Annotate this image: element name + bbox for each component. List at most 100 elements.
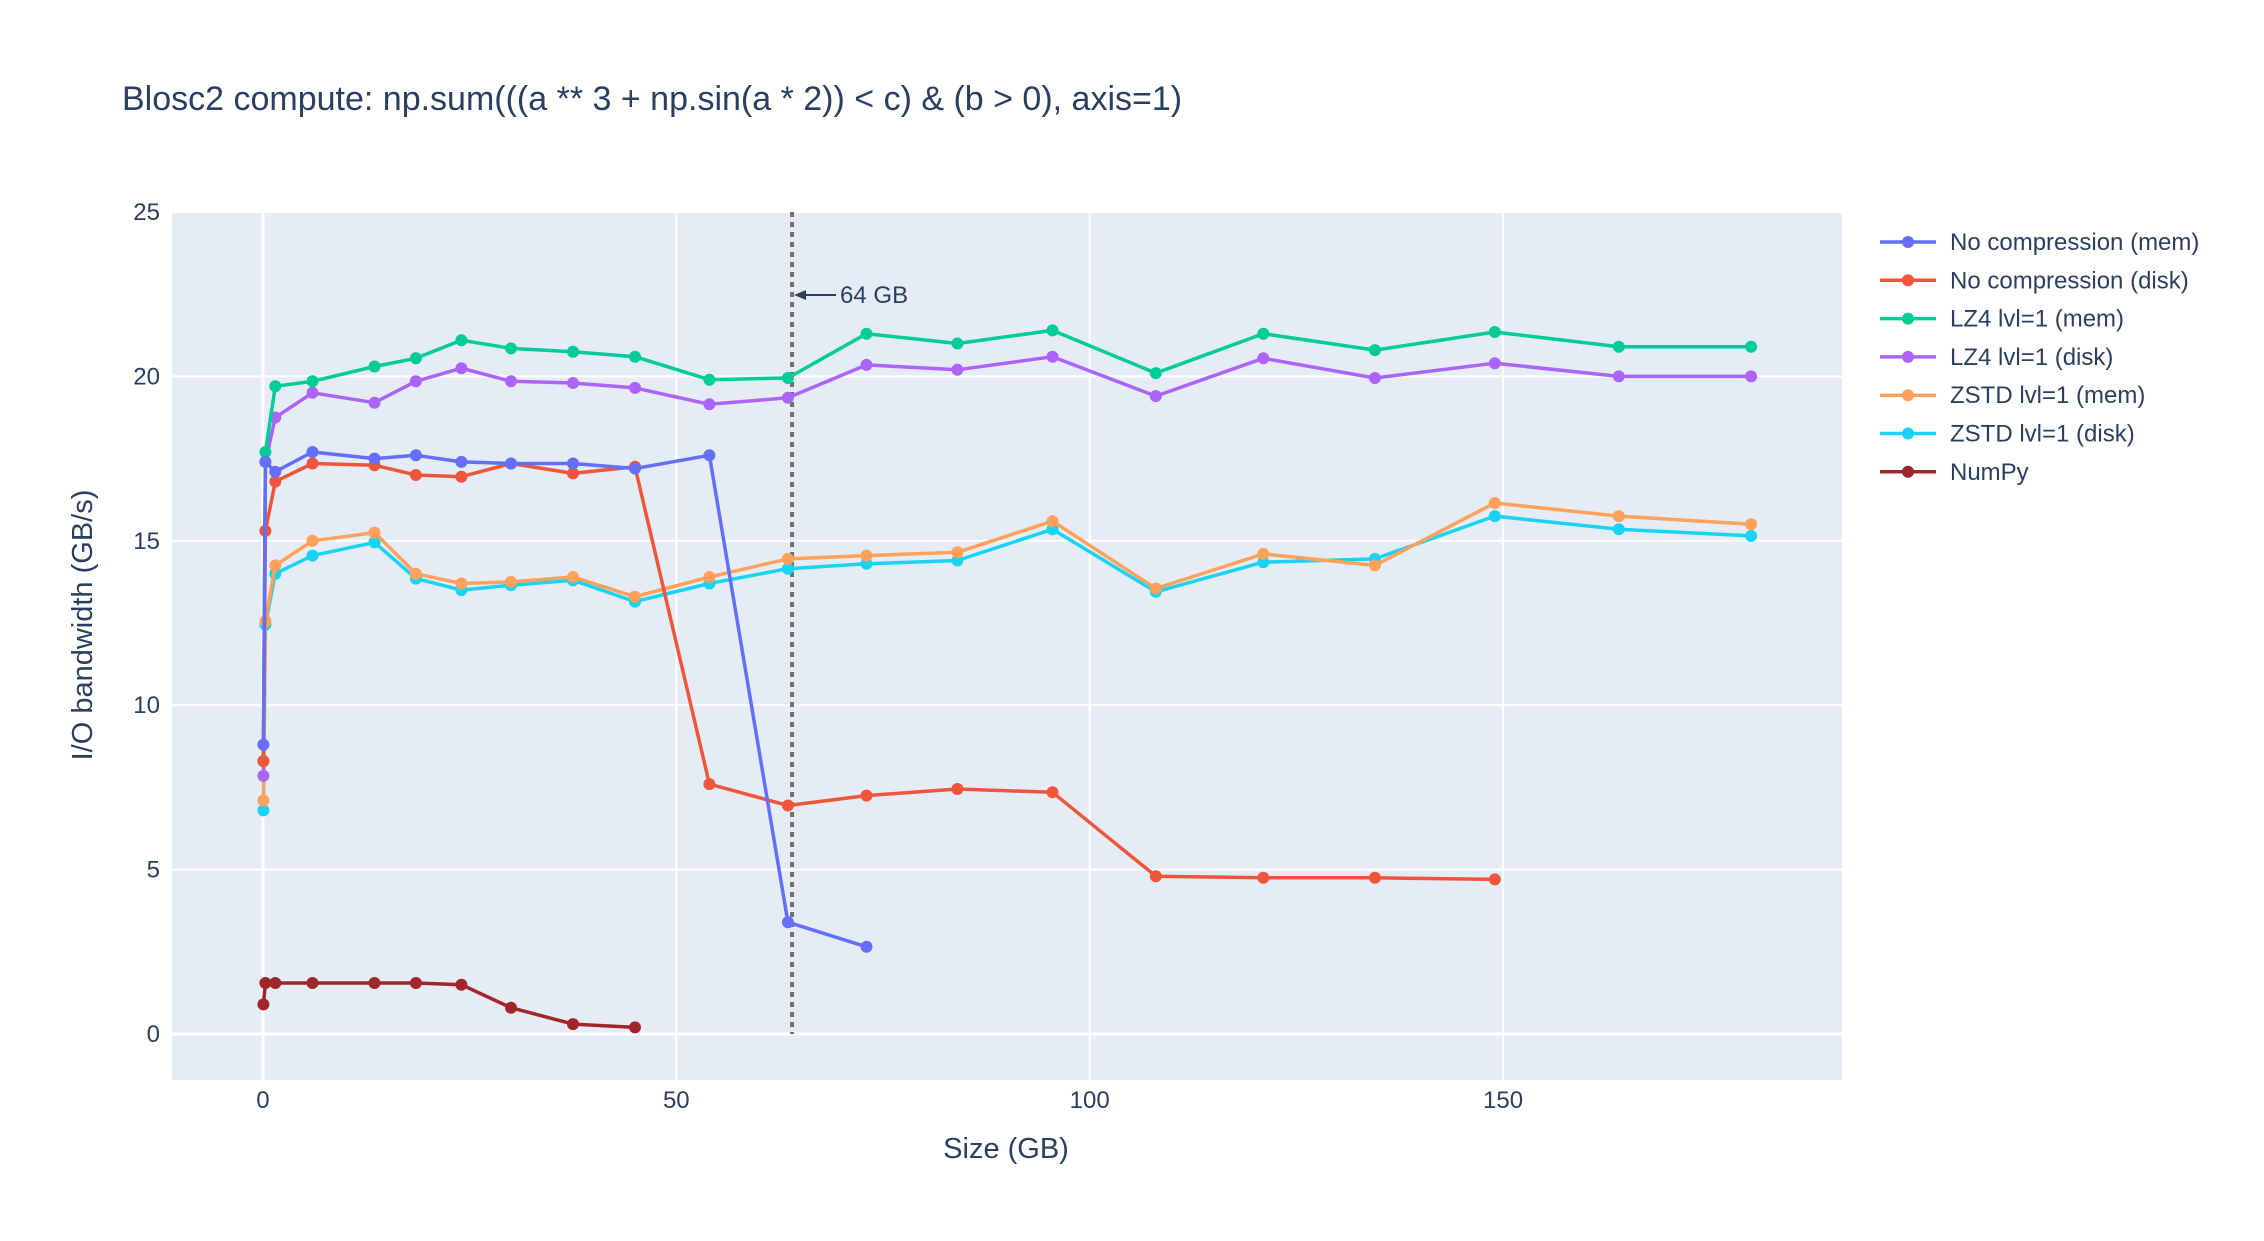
- data-point: [1612, 523, 1625, 536]
- series-layer: [257, 324, 1758, 1034]
- legend-item[interactable]: ZSTD lvl=1 (disk): [1880, 421, 2135, 448]
- data-point: [781, 391, 794, 404]
- data-point: [1488, 873, 1501, 886]
- data-point: [505, 457, 517, 470]
- annotation-label: 64 GB: [840, 282, 908, 309]
- data-point: [1612, 370, 1625, 383]
- data-point: [1745, 370, 1758, 383]
- data-point: [306, 977, 319, 989]
- data-point: [629, 381, 641, 394]
- data-point: [259, 977, 272, 989]
- x-axis-label: Size (GB): [943, 1133, 1069, 1165]
- data-point: [781, 372, 794, 384]
- data-point: [703, 571, 716, 583]
- data-point: [409, 449, 422, 462]
- data-point: [368, 526, 381, 539]
- data-point: [860, 549, 873, 562]
- data-point: [505, 375, 517, 388]
- data-point: [567, 467, 579, 480]
- data-point: [860, 327, 873, 340]
- series-zstd-lvl-1-mem: [257, 497, 1758, 807]
- legend-swatch-marker: [1902, 389, 1914, 402]
- legend-label: No compression (mem): [1950, 229, 2199, 256]
- data-point: [1046, 515, 1059, 528]
- data-point: [257, 794, 270, 807]
- data-point: [781, 916, 794, 929]
- data-point: [455, 455, 468, 468]
- data-point: [455, 577, 468, 590]
- data-point: [257, 738, 270, 751]
- legend-item[interactable]: No compression (disk): [1880, 267, 2189, 294]
- legend-swatch-marker: [1902, 274, 1914, 287]
- data-point: [306, 549, 319, 562]
- legend-item[interactable]: NumPy: [1880, 459, 2029, 486]
- annotation-64gb: 64 GB: [794, 282, 908, 309]
- data-point: [269, 475, 282, 488]
- data-point: [1149, 870, 1162, 883]
- data-point: [1046, 523, 1059, 536]
- data-point: [269, 977, 282, 989]
- data-point: [860, 940, 873, 953]
- y-tick-label: 15: [133, 528, 160, 555]
- legend-label: LZ4 lvl=1 (mem): [1950, 306, 2124, 333]
- data-point: [306, 446, 319, 458]
- data-point: [1368, 871, 1381, 884]
- data-point: [409, 469, 422, 481]
- legend-swatch-marker: [1902, 465, 1914, 478]
- y-tick-label: 5: [147, 857, 160, 884]
- legend-item[interactable]: ZSTD lvl=1 (mem): [1880, 382, 2145, 409]
- x-tick-label: 150: [1483, 1087, 1523, 1114]
- data-point: [1488, 357, 1501, 370]
- data-point: [257, 755, 270, 768]
- legend-item[interactable]: LZ4 lvl=1 (mem): [1880, 306, 2124, 333]
- y-tick-label: 20: [133, 363, 160, 390]
- legend-label: ZSTD lvl=1 (disk): [1950, 421, 2135, 448]
- data-point: [259, 455, 272, 468]
- data-point: [567, 1018, 579, 1031]
- data-point: [306, 534, 319, 547]
- data-point: [368, 977, 381, 989]
- data-point: [860, 789, 873, 802]
- x-tick-label: 50: [663, 1087, 690, 1114]
- legend-item[interactable]: LZ4 lvl=1 (disk): [1880, 344, 2113, 371]
- gridlines: [172, 211, 1842, 1080]
- data-point: [1046, 350, 1059, 363]
- data-point: [1488, 326, 1501, 338]
- legend-item[interactable]: No compression (mem): [1880, 229, 2199, 256]
- data-point: [269, 380, 282, 393]
- data-point: [368, 452, 381, 465]
- data-point: [629, 350, 641, 363]
- data-point: [505, 342, 517, 355]
- data-point: [306, 386, 319, 399]
- data-point: [306, 457, 319, 470]
- data-point: [860, 358, 873, 371]
- data-point: [409, 567, 422, 580]
- data-point: [455, 978, 468, 991]
- data-point: [505, 575, 517, 588]
- data-point: [455, 470, 468, 483]
- data-point: [1488, 497, 1501, 509]
- data-point: [409, 352, 422, 365]
- legend-label: ZSTD lvl=1 (mem): [1950, 382, 2145, 409]
- data-point: [951, 783, 964, 795]
- data-point: [629, 462, 641, 475]
- data-point: [1368, 372, 1381, 384]
- legend-label: LZ4 lvl=1 (disk): [1950, 344, 2113, 371]
- data-point: [1149, 390, 1162, 403]
- tick-labels: 0 50 100 150 0 5 10 15 20 25: [133, 199, 1523, 1114]
- data-point: [703, 778, 716, 791]
- data-point: [409, 375, 422, 388]
- legend-swatch-marker: [1902, 427, 1914, 440]
- data-point: [368, 536, 381, 549]
- data-point: [951, 554, 964, 567]
- y-axis-label: I/O bandwidth (GB/s): [67, 490, 99, 761]
- data-point: [951, 546, 964, 559]
- series-lz4-lvl-1-disk: [257, 350, 1758, 782]
- data-point: [1257, 352, 1270, 365]
- legend[interactable]: No compression (mem) No compression (disk…: [1880, 229, 2199, 486]
- data-point: [951, 363, 964, 376]
- data-point: [1745, 340, 1758, 353]
- data-point: [1368, 559, 1381, 572]
- data-point: [1612, 340, 1625, 353]
